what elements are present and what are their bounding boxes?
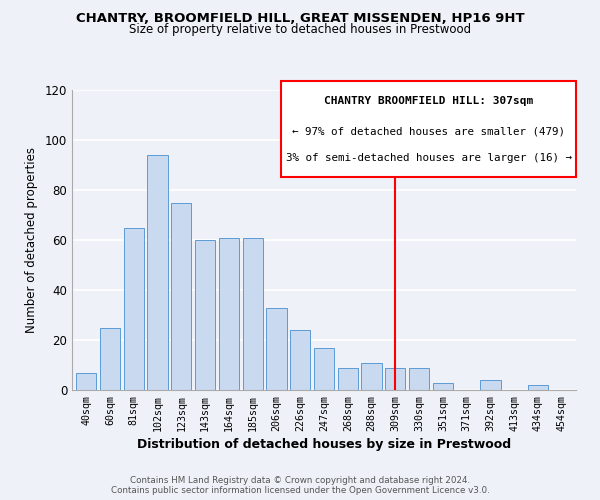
FancyBboxPatch shape bbox=[281, 81, 576, 177]
Bar bbox=[314, 348, 334, 390]
X-axis label: Distribution of detached houses by size in Prestwood: Distribution of detached houses by size … bbox=[137, 438, 511, 451]
Text: Contains HM Land Registry data © Crown copyright and database right 2024.: Contains HM Land Registry data © Crown c… bbox=[130, 476, 470, 485]
Bar bbox=[148, 155, 167, 390]
Bar bbox=[100, 328, 120, 390]
Text: Contains public sector information licensed under the Open Government Licence v3: Contains public sector information licen… bbox=[110, 486, 490, 495]
Text: CHANTRY BROOMFIELD HILL: 307sqm: CHANTRY BROOMFIELD HILL: 307sqm bbox=[324, 96, 533, 106]
Y-axis label: Number of detached properties: Number of detached properties bbox=[25, 147, 38, 333]
Bar bbox=[409, 368, 429, 390]
Bar bbox=[433, 382, 453, 390]
Bar bbox=[242, 238, 263, 390]
Bar bbox=[124, 228, 144, 390]
Bar bbox=[266, 308, 287, 390]
Bar bbox=[76, 372, 97, 390]
Bar bbox=[171, 202, 191, 390]
Bar bbox=[528, 385, 548, 390]
Bar bbox=[219, 238, 239, 390]
Bar bbox=[290, 330, 310, 390]
Text: CHANTRY, BROOMFIELD HILL, GREAT MISSENDEN, HP16 9HT: CHANTRY, BROOMFIELD HILL, GREAT MISSENDE… bbox=[76, 12, 524, 26]
Bar bbox=[385, 368, 406, 390]
Bar bbox=[195, 240, 215, 390]
Text: 3% of semi-detached houses are larger (16) →: 3% of semi-detached houses are larger (1… bbox=[286, 153, 572, 163]
Text: ← 97% of detached houses are smaller (479): ← 97% of detached houses are smaller (47… bbox=[292, 126, 565, 136]
Bar bbox=[481, 380, 500, 390]
Bar bbox=[361, 362, 382, 390]
Bar bbox=[338, 368, 358, 390]
Text: Size of property relative to detached houses in Prestwood: Size of property relative to detached ho… bbox=[129, 22, 471, 36]
